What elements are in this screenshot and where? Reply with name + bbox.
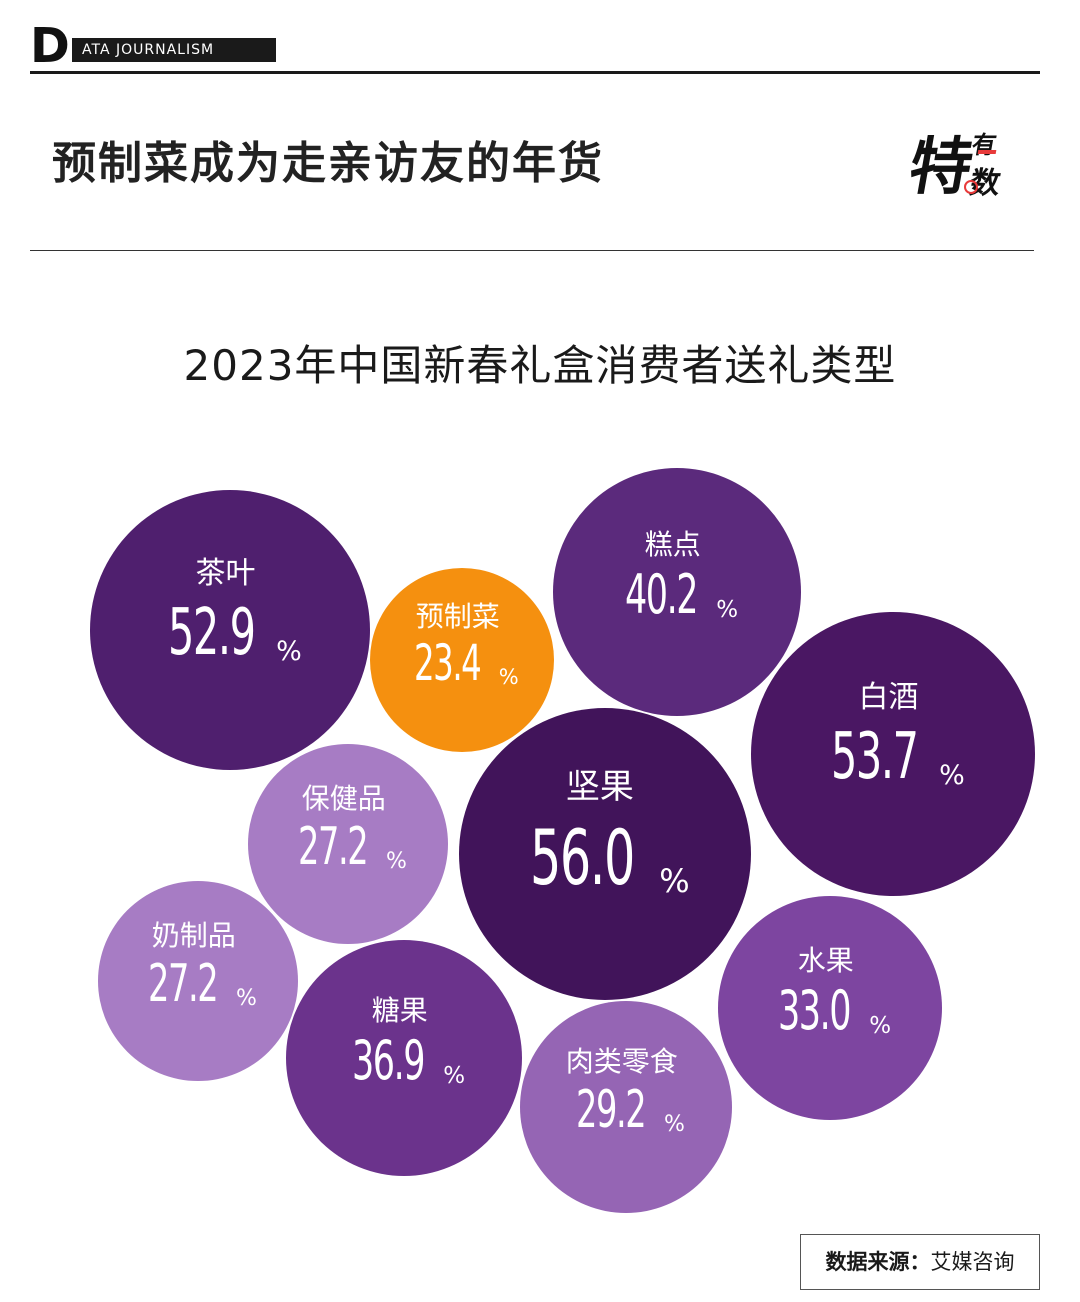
bubble-7: 糖果 36.9%	[286, 940, 522, 1176]
logo-top-char: 有	[969, 131, 999, 159]
brand-tag: ATA JOURNALISM	[72, 38, 276, 62]
bubble-value: 27.2%	[148, 953, 257, 1014]
top-rule	[30, 71, 1040, 74]
source-value: 艾媒咨询	[930, 1250, 1015, 1274]
bubble-4: 保健品 27.2%	[248, 744, 448, 944]
bubble-label: 水果	[797, 943, 854, 977]
bubble-1: 预制菜 23.4%	[370, 568, 554, 752]
bubble-8: 肉类零食 29.2%	[520, 1001, 732, 1213]
bubble-label: 奶制品	[151, 918, 236, 952]
bubble-5: 坚果 56.0%	[459, 708, 751, 1000]
source-label: 数据来源：	[825, 1250, 931, 1274]
bubble-value: 52.9%	[167, 596, 302, 671]
brand-letter: D	[30, 18, 70, 74]
bubble-2: 糕点 40.2%	[553, 468, 801, 716]
bubble-label: 坚果	[565, 766, 634, 807]
bubble-label: 茶叶	[195, 555, 256, 591]
bubble-value: 27.2%	[298, 816, 407, 877]
bubble-3: 白酒 53.7%	[751, 612, 1035, 896]
bubble-value: 36.9%	[351, 1028, 466, 1092]
bubble-value: 23.4%	[414, 633, 519, 692]
brand-logo: 特 有 数	[904, 128, 1020, 210]
chart-title: 2023年中国新春礼盒消费者送礼类型	[183, 341, 897, 390]
divider-rule	[30, 250, 1034, 251]
logo-accent	[977, 150, 997, 154]
bubble-0: 茶叶 52.9%	[90, 490, 370, 770]
bubble-6: 奶制品 27.2%	[98, 881, 298, 1081]
headline: 预制菜成为走亲访友的年货	[52, 138, 604, 189]
bubble-value: 29.2%	[576, 1079, 685, 1140]
magnifier-icon	[964, 180, 978, 194]
bubble-9: 水果 33.0%	[718, 896, 942, 1120]
bubble-label: 预制菜	[415, 599, 500, 633]
bubble-label: 糖果	[371, 993, 428, 1027]
bubble-label: 保健品	[301, 781, 386, 815]
source-note: 数据来源：艾媒咨询	[800, 1234, 1040, 1290]
bubble-value: 40.2%	[624, 562, 739, 626]
bubble-label: 肉类零食	[565, 1044, 678, 1078]
bubble-value: 33.0%	[777, 978, 892, 1042]
bubble-label: 糕点	[644, 527, 701, 561]
bubble-label: 白酒	[858, 679, 919, 715]
bubble-value: 53.7%	[830, 720, 965, 795]
bubble-value: 56.0%	[529, 812, 690, 902]
